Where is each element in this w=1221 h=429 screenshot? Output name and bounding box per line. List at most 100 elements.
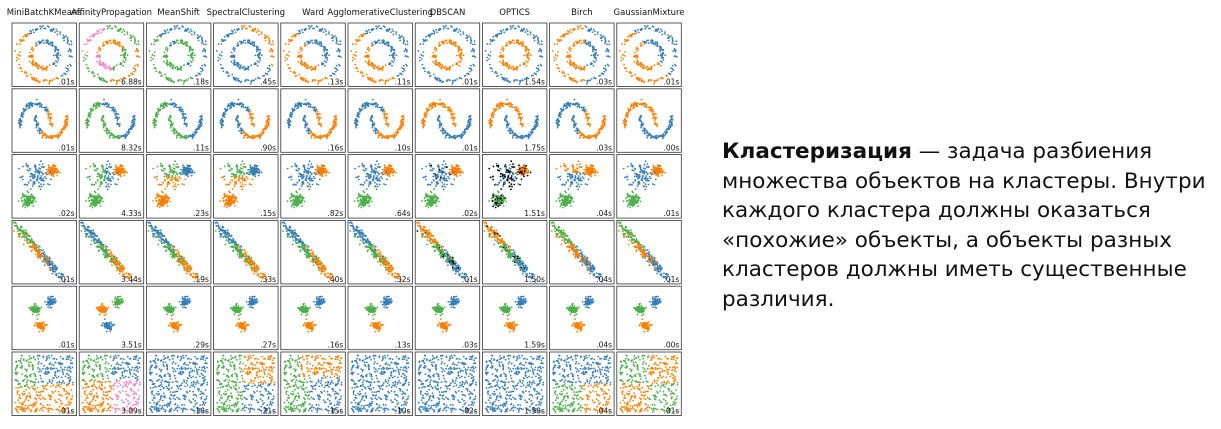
- scatter-point: [301, 47, 303, 50]
- scatter-point: [673, 43, 676, 46]
- scatter-point: [381, 79, 384, 82]
- scatter-point: [121, 45, 123, 48]
- scatter-point: [578, 41, 581, 44]
- scatter-point: [580, 27, 583, 30]
- scatter-point: [217, 56, 220, 59]
- scatter-point: [30, 32, 33, 35]
- scatter-point: [100, 31, 102, 34]
- scatter-point: [253, 41, 256, 43]
- scatter-point: [19, 118, 22, 120]
- scatter-point: [455, 44, 457, 46]
- scatter-point: [155, 70, 158, 73]
- scatter-point: [244, 27, 247, 30]
- scatter-point: [498, 106, 501, 108]
- scatter-point: [469, 36, 472, 39]
- scatter-point: [35, 77, 38, 80]
- scatter-point: [98, 105, 101, 108]
- scatter-point: [383, 39, 385, 42]
- scatter-point: [100, 77, 103, 79]
- scatter-point: [423, 124, 426, 126]
- scatter-point: [561, 71, 564, 74]
- scatter-point: [183, 30, 186, 32]
- scatter-point: [622, 58, 625, 60]
- scatter-point: [42, 69, 44, 71]
- scatter-point: [495, 104, 498, 107]
- scatter-point: [308, 66, 311, 69]
- scatter-point: [317, 83, 319, 85]
- scatter-point: [56, 55, 58, 58]
- scatter-point: [109, 67, 112, 69]
- scatter-point: [106, 80, 108, 83]
- scatter-point: [503, 77, 506, 79]
- scatter-point: [36, 27, 38, 30]
- scatter-point: [491, 124, 493, 126]
- scatter-point: [330, 128, 332, 131]
- scatter-panel: .16s: [280, 88, 346, 153]
- scatter-point: [314, 137, 316, 139]
- scatter-point: [169, 115, 171, 118]
- scatter-point: [19, 55, 21, 57]
- scatter-point: [170, 121, 173, 124]
- scatter-point: [175, 131, 178, 134]
- scatter-point: [65, 118, 68, 121]
- scatter-point: [569, 105, 571, 108]
- scatter-point: [290, 111, 292, 114]
- scatter-point: [130, 36, 133, 38]
- scatter-point: [511, 26, 513, 28]
- scatter-point: [526, 55, 529, 58]
- scatter-point: [443, 41, 446, 44]
- scatter-point: [662, 59, 665, 61]
- column-title: MiniBatchKMeans: [7, 8, 83, 18]
- scatter-point: [168, 79, 170, 82]
- time-label: .03s: [596, 143, 612, 152]
- scatter-point: [659, 49, 662, 51]
- scatter-point: [464, 74, 467, 77]
- scatter-point: [57, 77, 60, 80]
- scatter-point: [390, 50, 393, 53]
- scatter-point: [184, 44, 187, 46]
- scatter-point: [237, 80, 240, 83]
- scatter-point: [435, 49, 437, 52]
- scatter-point: [130, 121, 133, 124]
- scatter-point: [256, 64, 259, 67]
- scatter-point: [51, 125, 54, 128]
- scatter-point: [272, 43, 275, 46]
- scatter-point: [599, 74, 602, 77]
- scatter-point: [376, 26, 379, 28]
- scatter-point: [152, 58, 154, 60]
- scatter-point: [536, 70, 539, 73]
- scatter-point: [644, 27, 647, 30]
- scatter-point: [244, 134, 247, 136]
- scatter-point: [636, 46, 638, 49]
- scatter-point: [433, 32, 436, 35]
- scatter-point: [39, 66, 42, 69]
- scatter-point: [103, 121, 105, 124]
- scatter-point: [486, 56, 489, 59]
- scatter-point: [372, 27, 374, 30]
- scatter-point: [324, 28, 326, 31]
- scatter-point: [383, 26, 386, 28]
- scatter-point: [307, 41, 309, 43]
- scatter-point: [242, 41, 245, 44]
- scatter-point: [108, 136, 111, 139]
- scatter-point: [287, 43, 290, 45]
- scatter-point: [660, 28, 662, 31]
- scatter-point: [330, 130, 332, 133]
- scatter-point: [608, 56, 611, 58]
- scatter-point: [630, 75, 633, 77]
- scatter-point: [428, 35, 431, 38]
- scatter-point: [201, 36, 203, 39]
- scatter-point: [570, 47, 572, 50]
- scatter-point: [453, 28, 456, 31]
- scatter-point: [381, 66, 384, 69]
- scatter-point: [606, 55, 608, 58]
- scatter-point: [57, 133, 60, 135]
- scatter-point: [38, 103, 40, 106]
- scatter-point: [88, 39, 91, 41]
- scatter-point: [656, 41, 659, 43]
- scatter-point: [86, 43, 88, 45]
- scatter-point: [578, 26, 581, 28]
- scatter-point: [43, 42, 45, 44]
- scatter-point: [116, 30, 119, 32]
- scatter-point: [190, 61, 193, 64]
